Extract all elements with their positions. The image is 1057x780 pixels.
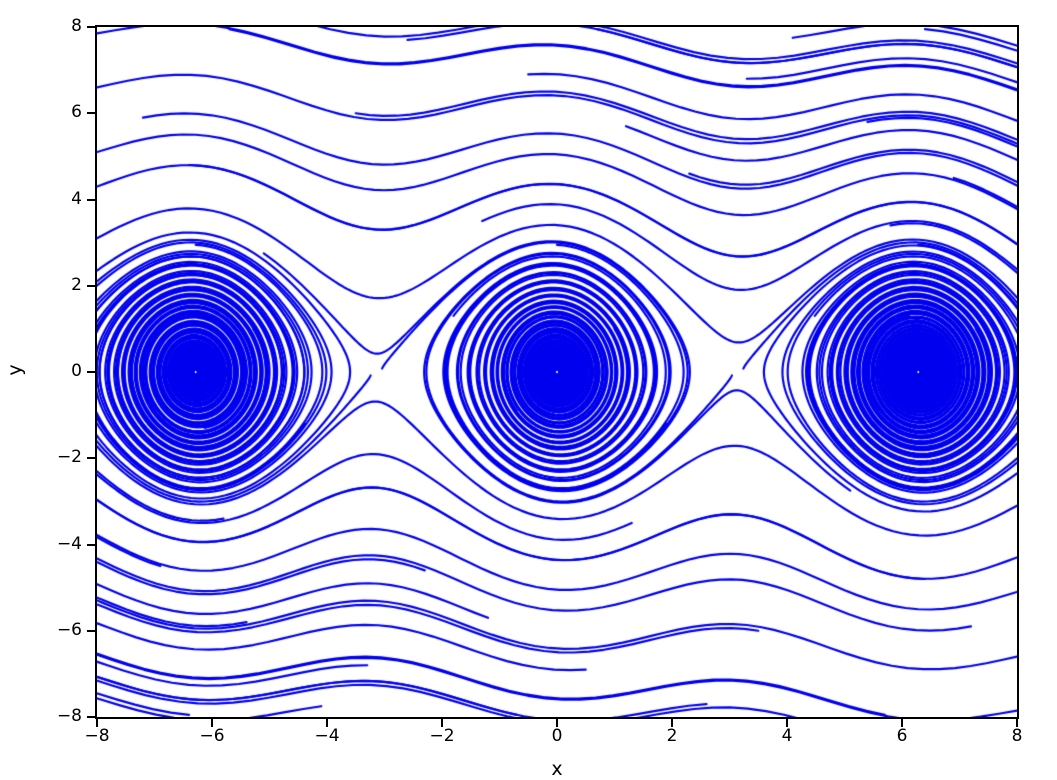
y-tick bbox=[87, 543, 95, 546]
y-tick-label: 2 bbox=[71, 274, 82, 295]
y-tick-label: 0 bbox=[71, 361, 82, 381]
x-tick bbox=[441, 719, 443, 727]
x-tick-label: −2 bbox=[429, 726, 455, 746]
x-tick bbox=[671, 719, 673, 727]
x-tick-label: 2 bbox=[666, 726, 678, 746]
x-tick bbox=[96, 719, 98, 727]
x-tick bbox=[901, 719, 903, 727]
x-tick bbox=[211, 719, 213, 727]
y-tick bbox=[87, 284, 95, 287]
x-tick-label: −8 bbox=[84, 726, 110, 746]
y-tick-label: −4 bbox=[56, 533, 82, 554]
y-axis-label: y bbox=[4, 364, 26, 376]
x-tick bbox=[326, 719, 328, 727]
y-tick-label: −6 bbox=[56, 619, 82, 640]
x-tick-label: −4 bbox=[314, 726, 340, 746]
x-tick-label: 6 bbox=[896, 726, 908, 746]
y-tick bbox=[87, 198, 95, 201]
x-axis-label: x bbox=[551, 758, 563, 780]
y-tick bbox=[87, 371, 95, 373]
y-tick-label: 6 bbox=[71, 102, 82, 123]
y-tick-label: 8 bbox=[71, 16, 82, 36]
x-tick bbox=[556, 719, 558, 727]
x-tick-label: 8 bbox=[1011, 726, 1023, 746]
x-tick-label: 4 bbox=[781, 726, 793, 746]
x-tick-label: 0 bbox=[551, 726, 563, 746]
y-tick bbox=[87, 112, 95, 115]
y-tick bbox=[87, 716, 95, 718]
y-tick bbox=[87, 26, 95, 28]
y-tick-label: −8 bbox=[56, 706, 82, 726]
y-tick-label: −2 bbox=[56, 447, 82, 468]
phase-portrait-canvas bbox=[97, 27, 1017, 717]
y-tick bbox=[87, 457, 95, 460]
x-tick bbox=[786, 719, 788, 727]
x-tick bbox=[1016, 719, 1018, 727]
x-tick-label: −6 bbox=[199, 726, 225, 746]
y-tick-label: 4 bbox=[71, 188, 82, 209]
y-tick bbox=[87, 629, 95, 632]
